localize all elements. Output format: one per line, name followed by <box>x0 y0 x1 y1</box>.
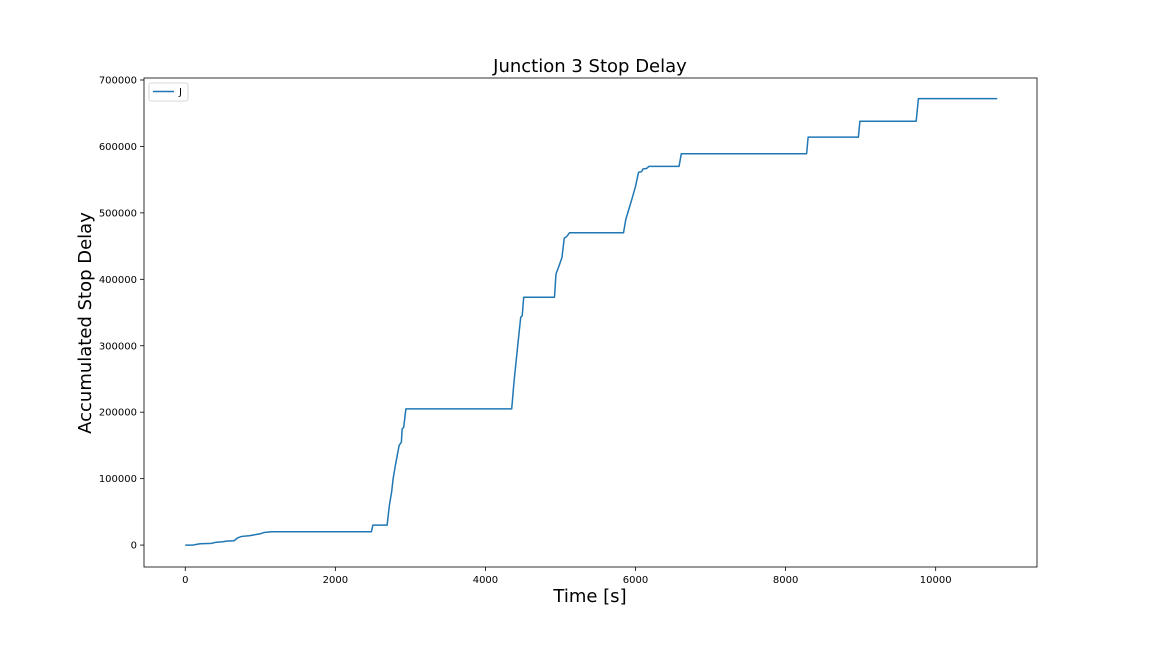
y-tick-label: 700000 <box>99 75 137 86</box>
plot-frame <box>143 77 1038 568</box>
y-tick-label: 500000 <box>99 208 137 219</box>
x-tick-label: 8000 <box>773 575 798 586</box>
y-tick-label: 400000 <box>99 275 137 286</box>
y-tick-label: 0 <box>131 541 137 552</box>
y-tick-label: 100000 <box>99 474 137 485</box>
chart-title: Junction 3 Stop Delay <box>492 56 687 77</box>
plot-area <box>143 77 1038 568</box>
x-tick-label: 2000 <box>323 575 348 586</box>
y-axis-label: Accumulated Stop Delay <box>75 212 96 434</box>
x-tick-label: 6000 <box>623 575 648 586</box>
x-tick-label: 0 <box>182 575 188 586</box>
x-tick-label: 10000 <box>920 575 952 586</box>
x-tick-label: 4000 <box>473 575 498 586</box>
x-axis-label: Time [s] <box>552 586 626 607</box>
y-tick-label: 600000 <box>99 142 137 153</box>
y-tick-label: 300000 <box>99 341 137 352</box>
y-tick-label: 200000 <box>99 408 137 419</box>
x-axis: 0 2000 4000 6000 8000 10000 <box>182 567 952 586</box>
legend-entry-J: J <box>178 87 182 98</box>
series-line-J <box>185 97 998 546</box>
y-axis: 0 100000 200000 300000 400000 500000 600000 700… <box>99 75 144 552</box>
legend: J <box>148 82 189 102</box>
